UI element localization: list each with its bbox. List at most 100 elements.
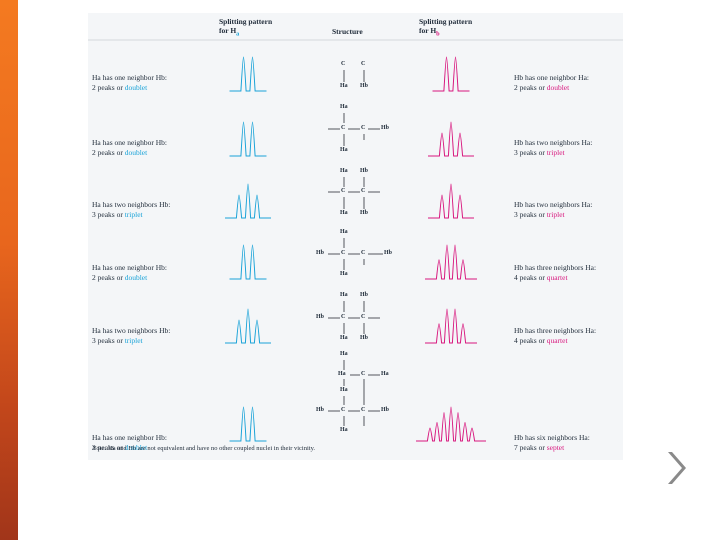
ha-multiplet xyxy=(229,121,267,157)
hb-label: Hb xyxy=(381,125,390,131)
hb-label: Hb xyxy=(360,210,369,216)
hb-multiplet xyxy=(428,183,474,219)
right-peak-count: 2 peaks or xyxy=(514,83,547,92)
left-description: Ha has two neighbors Hb: xyxy=(92,200,171,209)
figure-graphics xyxy=(88,39,623,442)
ha-label: Ha xyxy=(340,83,348,89)
ha-label: Ha xyxy=(340,210,348,216)
footnote: Note: Ha and Hb are not equivalent and h… xyxy=(92,445,316,452)
right-multiplicity: septet xyxy=(546,443,565,452)
row-left-text: Ha has two neighbors Hb: 3 peaks or tripl… xyxy=(92,200,170,220)
carbon-label: C xyxy=(361,314,366,320)
hb-label: Hb xyxy=(384,250,393,256)
right-description: Hb has one neighbor Ha: xyxy=(514,73,589,82)
ha-multiplet xyxy=(229,56,267,92)
left-multiplicity: triplet xyxy=(124,210,143,219)
ha-label: Ha xyxy=(340,168,348,174)
carbon-label: C xyxy=(361,188,366,194)
carbon-label: C xyxy=(361,61,366,67)
hb-multiplet xyxy=(428,121,474,157)
header-left: Splitting pattern for Ha xyxy=(219,17,273,38)
row-left-text: Ha has one neighbor Hb: 2 peaks or double… xyxy=(92,433,167,453)
right-multiplicity: triplet xyxy=(546,210,565,219)
left-peak-count: 2 peaks or xyxy=(92,148,125,157)
left-peak-count: 2 peaks or xyxy=(92,273,125,282)
hb-multiplet xyxy=(432,56,470,92)
hb-label: Hb xyxy=(360,292,369,298)
hb-multiplet xyxy=(425,308,477,344)
ha-label: Ha xyxy=(340,335,348,341)
carbon-label: C xyxy=(341,250,346,256)
ha-label: Ha xyxy=(340,292,348,298)
row-right-text: Hb has one neighbor Ha: 2 peaks or double… xyxy=(514,73,589,93)
carbon-label: C xyxy=(341,61,346,67)
hb-multiplet xyxy=(425,244,477,280)
left-peak-count: 2 peaks or xyxy=(92,83,125,92)
ha-multiplet xyxy=(225,183,271,219)
hb-label: Hb xyxy=(360,168,369,174)
right-peak-count: 4 peaks or xyxy=(514,336,547,345)
left-multiplicity: doublet xyxy=(124,83,148,92)
ha-label: Ha xyxy=(340,271,348,277)
ha-label: Ha xyxy=(381,371,389,377)
ha-label: Ha xyxy=(340,351,348,357)
ha-multiplet xyxy=(229,244,267,280)
left-peak-count: 3 peaks or xyxy=(92,210,125,219)
row-left-text: Ha has one neighbor Hb: 2 peaks or double… xyxy=(92,263,167,283)
row-left-text: Ha has one neighbor Hb: 2 peaks or double… xyxy=(92,73,167,93)
right-description: Hb has three neighbors Ha: xyxy=(514,263,597,272)
right-peak-count: 7 peaks or xyxy=(514,443,547,452)
left-multiplicity: doublet xyxy=(124,273,148,282)
ha-multiplet xyxy=(225,308,271,344)
row-left-text: Ha has two neighbors Hb: 3 peaks or tripl… xyxy=(92,326,170,346)
header-structure: Structure xyxy=(332,27,363,36)
row-right-text: Hb has six neighbors Ha: 7 peaks or septe… xyxy=(514,433,590,453)
right-peak-count: 3 peaks or xyxy=(514,210,547,219)
hb-label: Hb xyxy=(316,314,325,320)
carbon-label: C xyxy=(341,314,346,320)
ha-label: Ha xyxy=(340,427,348,433)
row-left-text: Ha has one neighbor Hb: 2 peaks or double… xyxy=(92,138,167,158)
right-multiplicity: quartet xyxy=(546,273,568,282)
hb-label: Hb xyxy=(316,407,325,413)
hb-label: Hb xyxy=(360,335,369,341)
row-right-text: Hb has three neighbors Ha: 4 peaks or qua… xyxy=(514,263,596,283)
header-right: Splitting pattern for Hb xyxy=(419,17,473,38)
hb-label: Hb xyxy=(381,407,390,413)
accent-bar xyxy=(0,0,18,540)
right-description: Hb has three neighbors Ha: xyxy=(514,326,597,335)
left-description: Ha has two neighbors Hb: xyxy=(92,326,171,335)
left-description: Ha has one neighbor Hb: xyxy=(92,73,167,82)
left-description: Ha has one neighbor Hb: xyxy=(92,433,167,442)
carbon-label: C xyxy=(361,407,366,413)
row-right-text: Hb has two neighbors Ha: 3 peaks or tripl… xyxy=(514,138,592,158)
ha-label: Ha xyxy=(340,147,348,153)
left-multiplicity: triplet xyxy=(124,336,143,345)
carbon-label: C xyxy=(341,407,346,413)
right-multiplicity: doublet xyxy=(546,83,570,92)
left-peak-count: 2 peaks or xyxy=(92,443,125,452)
left-multiplicity: doublet xyxy=(124,148,148,157)
hb-multiplet xyxy=(416,406,486,442)
hb-label: Hb xyxy=(360,83,369,89)
left-description: Ha has one neighbor Hb: xyxy=(92,263,167,272)
carbon-label: C xyxy=(361,125,366,131)
left-description: Ha has one neighbor Hb: xyxy=(92,138,167,147)
carbon-label: C xyxy=(361,250,366,256)
row-right-text: Hb has two neighbors Ha: 3 peaks or tripl… xyxy=(514,200,592,220)
next-slide-button[interactable] xyxy=(664,450,688,486)
ha-multiplet xyxy=(229,406,267,442)
ha-label: Ha xyxy=(338,371,346,377)
row-right-text: Hb has three neighbors Ha: 4 peaks or qua… xyxy=(514,326,596,346)
left-multiplicity: doublet xyxy=(124,443,148,452)
carbon-label: C xyxy=(341,125,346,131)
ha-label: Ha xyxy=(340,229,348,235)
carbon-label: C xyxy=(341,188,346,194)
right-description: Hb has two neighbors Ha: xyxy=(514,200,593,209)
hb-label: Hb xyxy=(316,250,325,256)
carbon-label: C xyxy=(361,371,366,377)
right-description: Hb has six neighbors Ha: xyxy=(514,433,590,442)
right-multiplicity: quartet xyxy=(546,336,568,345)
ha-label: Ha xyxy=(340,104,348,110)
chevron-right-icon xyxy=(668,452,686,484)
